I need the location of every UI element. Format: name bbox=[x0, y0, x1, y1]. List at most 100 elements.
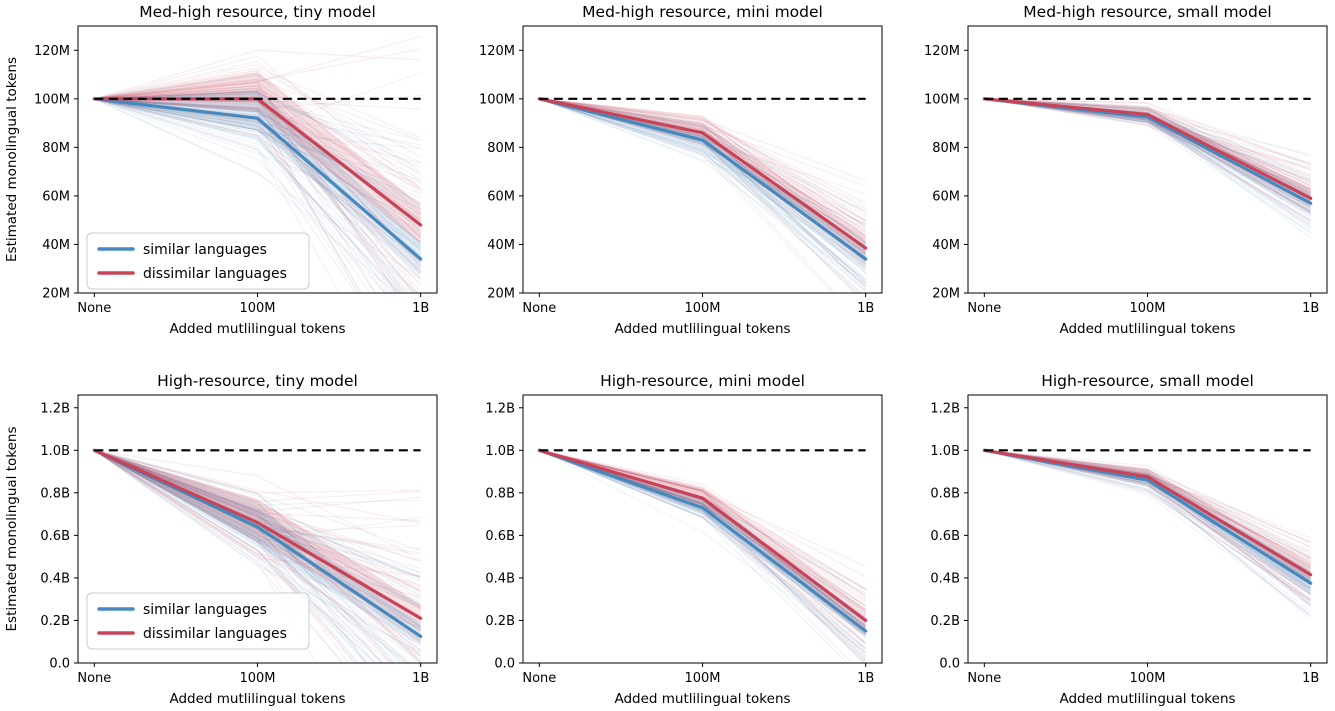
individual-run-line-similar bbox=[94, 98, 421, 216]
individual-run-line-similar bbox=[94, 449, 421, 663]
individual-run-line-dissimilar bbox=[94, 94, 421, 110]
x-tick-label: 1B bbox=[1302, 671, 1319, 686]
individual-run-line-dissimilar bbox=[94, 449, 356, 663]
individual-run-line-dissimilar bbox=[539, 98, 866, 229]
individual-run-line-similar bbox=[984, 98, 1311, 198]
individual-run-line-dissimilar bbox=[539, 449, 867, 663]
legend-label-dissimilar: dissimilar languages bbox=[143, 626, 287, 642]
x-tick-label: 1B bbox=[1302, 301, 1319, 316]
individual-run-line-dissimilar bbox=[94, 98, 386, 293]
individual-run-line-dissimilar bbox=[984, 98, 1311, 176]
individual-run-line-similar bbox=[94, 449, 421, 653]
x-tick-label: 100M bbox=[239, 301, 275, 316]
x-axis-label: Added mutlilingual tokens bbox=[1059, 691, 1235, 707]
mean-line-dissimilar bbox=[537, 97, 868, 250]
y-tick-label: 0.0 bbox=[939, 657, 960, 672]
individual-run-line-dissimilar bbox=[539, 449, 866, 608]
individual-run-line-dissimilar bbox=[539, 98, 866, 236]
individual-run-line-dissimilar bbox=[94, 85, 421, 206]
individual-run-line-dissimilar bbox=[539, 449, 866, 607]
individual-run-line-dissimilar bbox=[94, 449, 421, 598]
individual-run-line-dissimilar bbox=[94, 449, 421, 574]
individual-run-line-similar bbox=[94, 98, 422, 284]
individual-run-line-dissimilar bbox=[94, 87, 422, 293]
individual-run-line-dissimilar bbox=[94, 66, 421, 139]
individual-run-line-dissimilar bbox=[94, 48, 421, 100]
x-tick-label: 1B bbox=[412, 671, 429, 686]
y-tick-label: 120M bbox=[34, 44, 70, 59]
individual-run-line-dissimilar bbox=[539, 98, 858, 293]
individual-run-line-dissimilar bbox=[94, 449, 421, 657]
individual-run-line-dissimilar bbox=[94, 35, 421, 100]
y-tick-label: 1.0B bbox=[485, 444, 515, 459]
chart-svg: 0.0 0.2B 0.4B 0.6B 0.8B 1.0B 1.2B None 100M 1B Add… bbox=[4, 372, 438, 707]
y-tick-label: 20M bbox=[42, 287, 70, 302]
individual-run-line-similar bbox=[539, 98, 867, 281]
individual-run-line-similar bbox=[94, 98, 359, 293]
individual-run-line-similar bbox=[94, 449, 421, 596]
individual-run-line-dissimilar bbox=[539, 98, 866, 187]
y-tick-label: 1.0B bbox=[930, 444, 960, 459]
individual-run-line-similar bbox=[539, 449, 867, 662]
individual-run-line-dissimilar bbox=[539, 449, 866, 599]
chart-svg: 0.0 0.2B 0.4B 0.6B 0.8B 1.0B 1.2B None 100M 1B Add… bbox=[485, 372, 883, 707]
chart-med-high-resource-tiny-model: 20M 40M 60M 80M 100M 120M None 100M 1B Added mutl… bbox=[0, 0, 445, 355]
individual-run-line-similar bbox=[94, 98, 393, 293]
individual-run-line-dissimilar bbox=[539, 449, 866, 601]
individual-run-line-dissimilar bbox=[984, 98, 1311, 187]
individual-run-line-similar bbox=[539, 98, 866, 218]
individual-run-line-similar bbox=[539, 98, 867, 263]
individual-run-line-dissimilar bbox=[94, 87, 421, 180]
individual-run-line-similar bbox=[94, 98, 421, 247]
individual-run-line-similar bbox=[94, 449, 345, 663]
individual-run-line-dissimilar bbox=[94, 449, 421, 607]
mean-line-dissimilar bbox=[982, 448, 1313, 577]
individual-run-line-similar bbox=[984, 98, 1311, 157]
individual-run-line-similar bbox=[94, 98, 401, 293]
individual-run-line-similar bbox=[94, 73, 422, 233]
individual-run-line-dissimilar bbox=[984, 449, 1311, 543]
individual-run-line-dissimilar bbox=[94, 449, 421, 652]
individual-run-line-dissimilar bbox=[984, 449, 1311, 601]
chart-svg: 20M 40M 60M 80M 100M 120M None 100M 1B Added mutl… bbox=[924, 3, 1328, 337]
individual-run-line-dissimilar bbox=[94, 98, 422, 243]
individual-run-line-similar bbox=[94, 449, 421, 608]
x-axis-label: Added mutlilingual tokens bbox=[169, 691, 345, 707]
individual-run-line-dissimilar bbox=[539, 449, 866, 578]
y-tick-label: 0.2B bbox=[485, 614, 515, 629]
individual-run-line-similar bbox=[539, 98, 866, 285]
chart-svg: 20M 40M 60M 80M 100M 120M None 100M 1B Added mutl… bbox=[4, 3, 438, 337]
individual-run-line-dissimilar bbox=[539, 98, 867, 245]
individual-run-line-dissimilar bbox=[94, 81, 422, 260]
x-axis-label: Added mutlilingual tokens bbox=[1059, 321, 1235, 337]
individual-run-line-dissimilar bbox=[984, 98, 1311, 221]
individual-run-line-similar bbox=[94, 90, 421, 175]
individual-run-line-dissimilar bbox=[94, 449, 421, 587]
individual-run-line-similar bbox=[94, 98, 422, 280]
individual-run-line-similar bbox=[94, 449, 378, 663]
y-tick-label: 0.6B bbox=[40, 529, 70, 544]
mean-line-dissimilar bbox=[537, 448, 868, 623]
individual-run-line-dissimilar bbox=[539, 98, 866, 244]
individual-run-line-dissimilar bbox=[94, 449, 421, 606]
individual-run-line-dissimilar bbox=[984, 449, 1311, 570]
individual-run-line-similar bbox=[94, 449, 421, 597]
individual-run-line-dissimilar bbox=[539, 98, 866, 233]
plot-area bbox=[92, 35, 423, 293]
individual-run-line-similar bbox=[539, 98, 866, 278]
individual-run-line-similar bbox=[984, 449, 1311, 575]
individual-run-line-dissimilar bbox=[94, 98, 422, 274]
individual-run-line-dissimilar bbox=[94, 90, 422, 222]
individual-run-line-dissimilar bbox=[984, 98, 1311, 197]
individual-run-line-dissimilar bbox=[539, 98, 867, 251]
individual-run-line-dissimilar bbox=[539, 98, 867, 291]
individual-run-line-dissimilar bbox=[94, 449, 384, 663]
individual-run-line-dissimilar bbox=[94, 449, 421, 534]
individual-run-line-similar bbox=[539, 98, 866, 246]
chart-title: Med-high resource, tiny model bbox=[139, 3, 376, 21]
y-tick-label: 100M bbox=[479, 92, 515, 107]
individual-run-line-similar bbox=[94, 449, 317, 663]
individual-run-line-similar bbox=[94, 449, 422, 663]
individual-run-line-similar bbox=[539, 449, 848, 663]
individual-run-line-dissimilar bbox=[94, 449, 394, 663]
